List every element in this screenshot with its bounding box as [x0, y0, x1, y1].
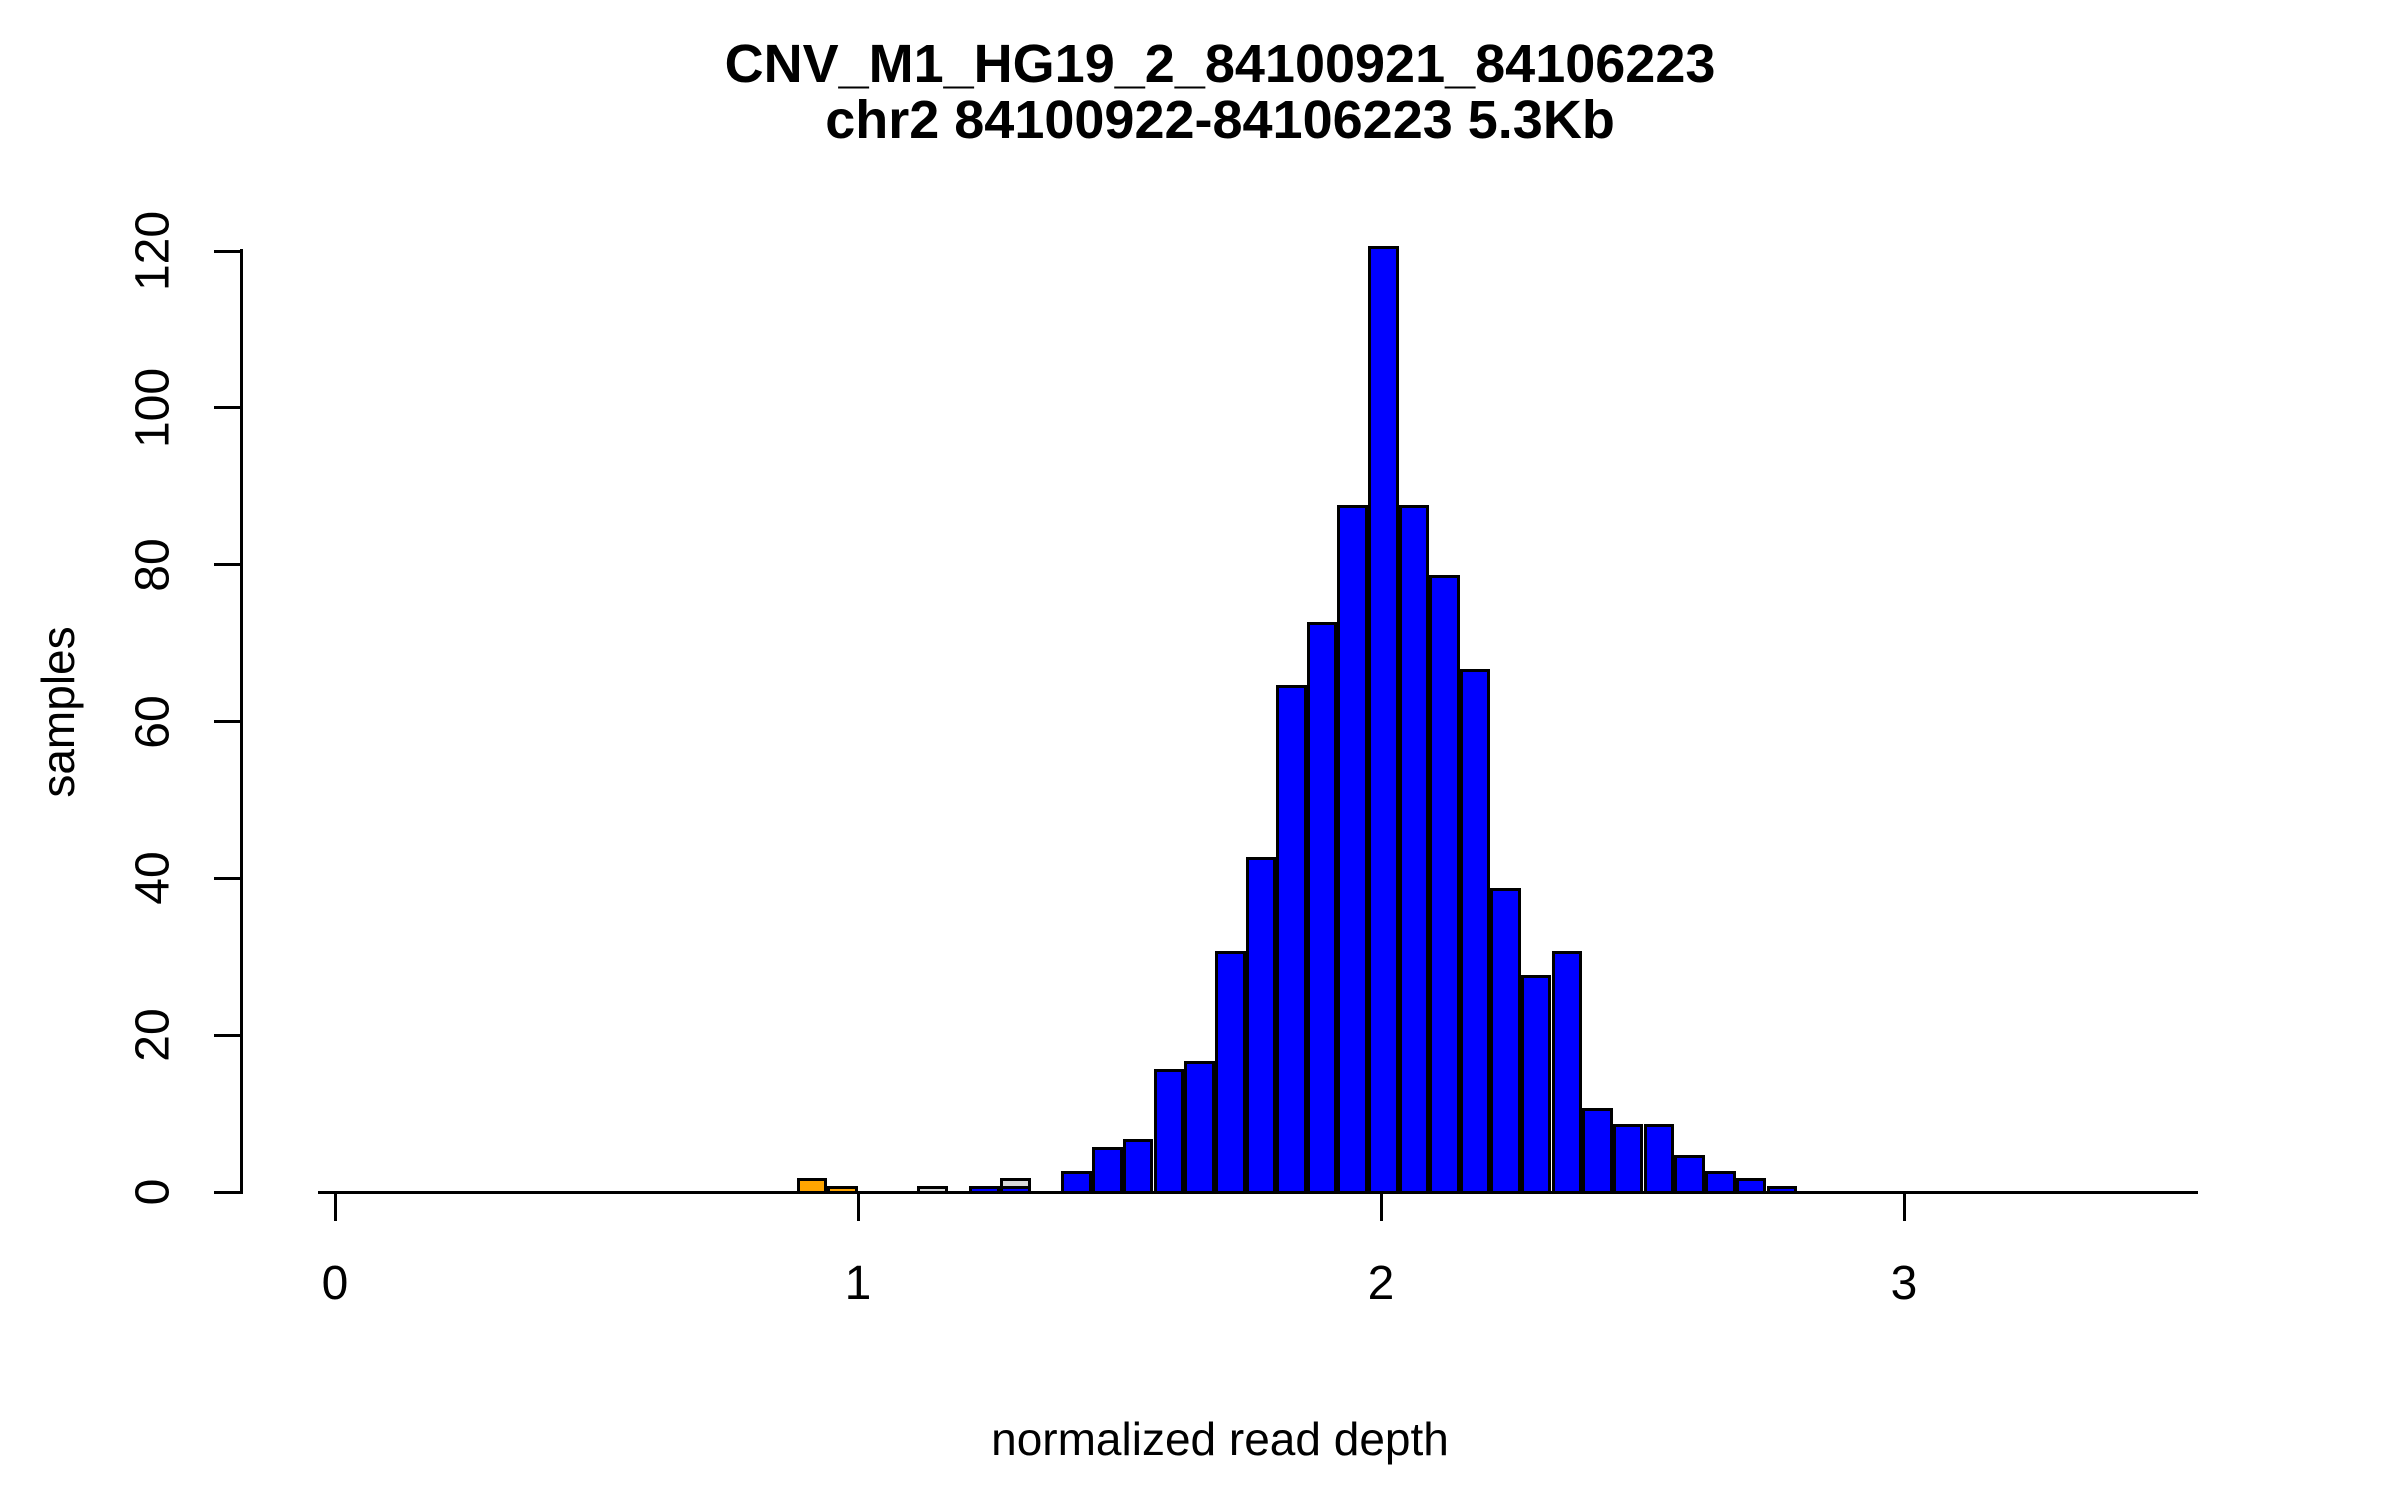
- y-axis-title: samples: [32, 626, 84, 798]
- x-tick-label: 2: [1367, 1257, 1395, 1310]
- histogram-bar: [1460, 669, 1491, 1194]
- y-tick-mark: [214, 876, 241, 880]
- x-tick-mark: [1379, 1194, 1383, 1221]
- y-tick-label: 0: [126, 1178, 180, 1206]
- histogram-bar: [969, 1186, 1001, 1194]
- histogram-bar: [1735, 1178, 1767, 1194]
- histogram-bar: [1674, 1154, 1705, 1194]
- x-tick-label: 3: [1890, 1257, 1918, 1310]
- histogram-bar: [796, 1178, 828, 1194]
- plot-title-line-1: CNV_M1_HG19_2_84100921_84106223: [724, 34, 1716, 94]
- histogram-bar: [917, 1186, 948, 1194]
- histogram-bar: [1122, 1139, 1154, 1194]
- y-tick-mark: [214, 563, 241, 567]
- histogram-bar: [1429, 575, 1460, 1194]
- histogram-bar: [1184, 1060, 1215, 1194]
- histogram-bar: [1704, 1170, 1736, 1194]
- histogram-bar: [1521, 974, 1552, 1194]
- x-tick-mark: [856, 1194, 860, 1221]
- histogram-bar: [1214, 951, 1246, 1194]
- histogram-bar: [1153, 1068, 1185, 1194]
- histogram-bar: [1275, 684, 1307, 1194]
- plot-title-line-2: chr2 84100922-84106223 5.3Kb: [825, 90, 1615, 150]
- histogram-bar: [1000, 1186, 1032, 1194]
- y-tick-label: 80: [126, 537, 180, 592]
- histogram-bar: [1766, 1186, 1797, 1194]
- x-tick-mark: [333, 1194, 337, 1221]
- y-tick-label: 120: [126, 210, 180, 292]
- histogram-bar: [1306, 622, 1337, 1194]
- y-tick-mark: [214, 1033, 241, 1037]
- y-tick-mark: [214, 1190, 241, 1194]
- histogram-bar: [1367, 246, 1399, 1194]
- x-tick-mark: [1902, 1194, 1906, 1221]
- y-tick-mark: [214, 249, 241, 253]
- histogram-bar: [1551, 951, 1583, 1194]
- y-tick-mark: [214, 406, 241, 410]
- plot-title-block: CNV_M1_HG19_2_84100921_84106223 chr2 841…: [242, 36, 2198, 148]
- histogram-bar: [1337, 504, 1368, 1194]
- y-axis-line: [240, 249, 243, 1194]
- histogram-bar: [827, 1186, 858, 1194]
- histogram-bar: [1643, 1123, 1675, 1194]
- histogram-bar: [1613, 1123, 1644, 1194]
- histogram-bar: [1245, 857, 1276, 1194]
- histogram-bar: [1398, 504, 1430, 1194]
- y-tick-label: 20: [126, 1008, 180, 1062]
- x-tick-label: 0: [321, 1257, 349, 1310]
- x-axis-title: normalized read depth: [991, 1413, 1449, 1465]
- y-tick-label: 40: [126, 851, 180, 905]
- x-tick-label: 1: [844, 1257, 872, 1310]
- histogram-bar: [1490, 888, 1522, 1194]
- histogram-bar: [1582, 1107, 1614, 1194]
- histogram-bar: [1092, 1147, 1123, 1194]
- y-tick-label: 60: [126, 694, 180, 749]
- y-tick-mark: [214, 720, 241, 723]
- histogram-bar: [1061, 1170, 1093, 1194]
- y-tick-label: 100: [126, 367, 180, 448]
